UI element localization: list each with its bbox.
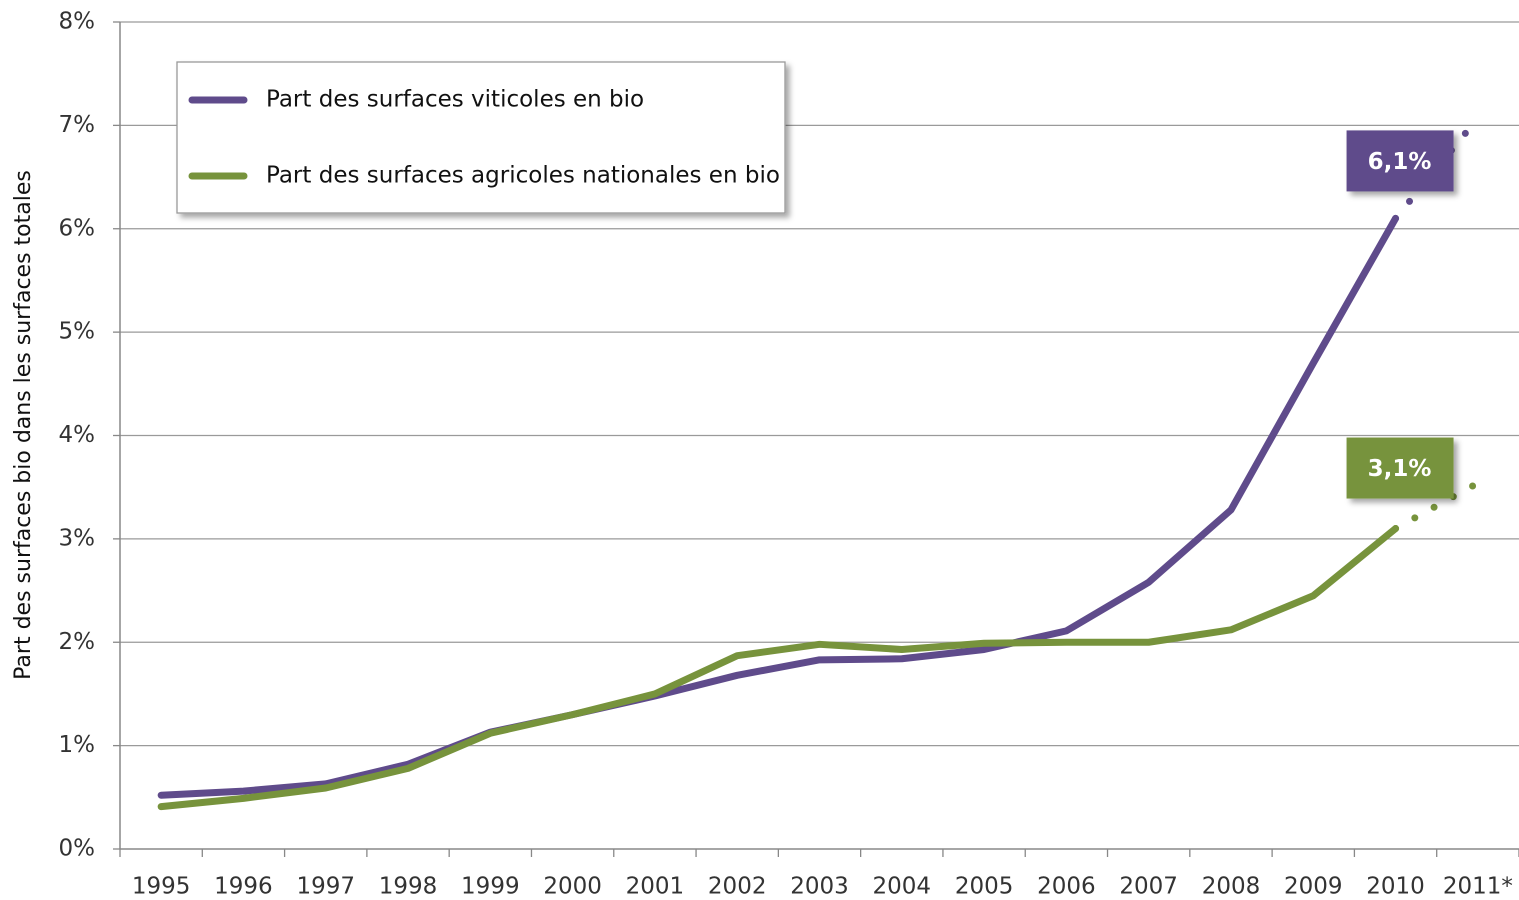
- y-tick-label: 5%: [59, 319, 96, 345]
- x-tick-label: 2010: [1366, 874, 1425, 900]
- y-tick-label: 7%: [59, 112, 96, 138]
- x-tick-label: 1999: [461, 874, 520, 900]
- y-tick-label: 2%: [59, 629, 96, 655]
- data-label: 6,1%: [1368, 149, 1432, 175]
- x-tick-label: 2009: [1284, 874, 1343, 900]
- data-label-box: [1346, 437, 1454, 499]
- y-tick-label: 0%: [59, 836, 96, 862]
- x-tick-label: 2002: [708, 874, 767, 900]
- x-tick-label: 2005: [955, 874, 1014, 900]
- data-label: 3,1%: [1368, 456, 1432, 482]
- line-projection: [1392, 479, 1482, 533]
- x-tick-label: 1995: [132, 874, 191, 900]
- x-tick-label: 2004: [873, 874, 932, 900]
- line: [157, 525, 1400, 811]
- x-tick-label: 1998: [379, 874, 438, 900]
- x-tick-label: 2006: [1037, 874, 1096, 900]
- y-tick-label: 8%: [59, 9, 96, 35]
- x-tick-label: 2011*: [1443, 874, 1513, 900]
- x-tick-label: 2008: [1202, 874, 1261, 900]
- x-tick-label: 1996: [214, 874, 273, 900]
- x-tick-label: 2000: [543, 874, 602, 900]
- y-tick-label: 6%: [59, 215, 96, 241]
- x-tick-label: 2003: [790, 874, 849, 900]
- legend-label: Part des surfaces agricoles nationales e…: [266, 163, 780, 189]
- legend-box: [176, 61, 786, 214]
- legend-label: Part des surfaces viticoles en bio: [266, 87, 644, 113]
- y-tick-label: 3%: [59, 525, 96, 551]
- y-tick-label: 1%: [59, 732, 96, 758]
- data-label-box: [1346, 130, 1454, 192]
- x-tick-label: 2001: [626, 874, 685, 900]
- x-tick-label: 1997: [296, 874, 355, 900]
- y-tick-label: 4%: [59, 422, 96, 448]
- y-axis-label: Part des surfaces bio dans les surfaces …: [11, 170, 36, 680]
- line: [157, 214, 1400, 799]
- x-tick-label: 2007: [1119, 874, 1178, 900]
